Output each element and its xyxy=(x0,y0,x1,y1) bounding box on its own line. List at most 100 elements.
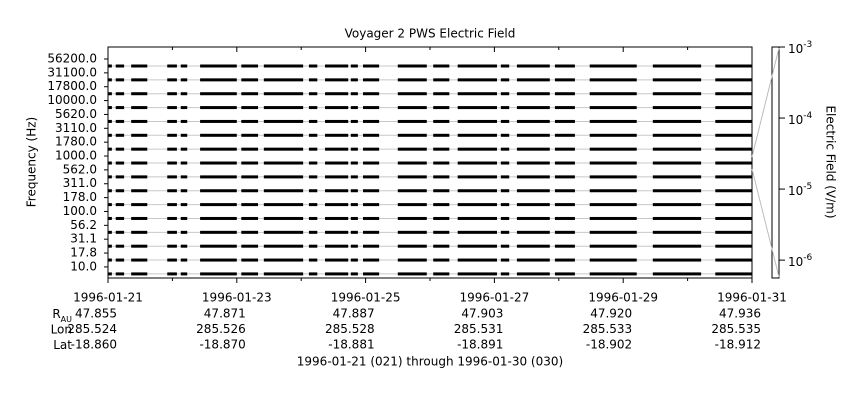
channel-trace xyxy=(325,119,349,123)
channel-trace xyxy=(350,64,358,68)
channel-trace xyxy=(180,147,188,151)
channel-trace xyxy=(457,203,497,207)
ephemeris-value: -18.902 xyxy=(586,338,632,352)
ephemeris-value: -18.912 xyxy=(715,338,761,352)
ephemeris-value: 47.855 xyxy=(75,307,117,321)
channel-trace xyxy=(115,161,125,165)
channel-trace xyxy=(167,230,177,234)
channel-trace xyxy=(652,161,702,165)
channel-trace xyxy=(115,216,125,220)
channel-trace xyxy=(589,244,637,248)
channel-trace xyxy=(554,175,575,179)
channel-trace xyxy=(131,258,148,262)
y-tick-label: 5620.0 xyxy=(55,107,97,121)
channel-trace xyxy=(308,147,318,151)
channel-trace xyxy=(457,230,497,234)
channel-trace xyxy=(200,258,237,262)
y-axis-label: Frequency (Hz) xyxy=(25,117,39,208)
channel-trace xyxy=(715,258,752,262)
channel-trace xyxy=(397,175,427,179)
channel-trace xyxy=(131,189,148,193)
channel-trace xyxy=(108,147,112,151)
channel-trace xyxy=(108,78,112,82)
channel-trace xyxy=(433,64,450,68)
channel-trace xyxy=(500,106,510,110)
channel-trace xyxy=(115,244,125,248)
ephemeris-value: -18.881 xyxy=(328,338,374,352)
channel-trace xyxy=(397,258,427,262)
channel-trace xyxy=(131,216,148,220)
channel-trace xyxy=(500,147,510,151)
channel-trace xyxy=(350,230,358,234)
channel-trace xyxy=(325,258,349,262)
channel-trace xyxy=(325,64,349,68)
channel-trace xyxy=(433,230,450,234)
channel-trace xyxy=(715,64,752,68)
channel-trace xyxy=(115,92,125,96)
channel-trace xyxy=(652,78,702,82)
channel-trace xyxy=(363,258,380,262)
channel-trace xyxy=(554,258,575,262)
channel-trace xyxy=(241,133,259,137)
channel-trace xyxy=(457,147,497,151)
ephemeris-label: Lon xyxy=(51,322,72,336)
channel-trace xyxy=(308,64,318,68)
channel-trace xyxy=(457,189,497,193)
channel-trace xyxy=(516,106,550,110)
channel-trace xyxy=(516,258,550,262)
channel-trace xyxy=(241,78,259,82)
channel-trace xyxy=(200,189,237,193)
channel-trace xyxy=(500,175,510,179)
y2-tick-exponent: -5 xyxy=(803,182,812,192)
channel-trace xyxy=(652,258,702,262)
channel-trace xyxy=(308,272,318,276)
channel-trace xyxy=(180,92,188,96)
channel-trace xyxy=(115,230,125,234)
channel-trace xyxy=(652,147,702,151)
channel-trace xyxy=(516,203,550,207)
y-tick-label: 56.2 xyxy=(70,218,97,232)
channel-trace xyxy=(500,78,510,82)
channel-trace xyxy=(167,147,177,151)
ephemeris-value: 47.887 xyxy=(333,307,375,321)
channel-trace xyxy=(589,106,637,110)
channel-trace xyxy=(500,230,510,234)
colorbar-bracket xyxy=(751,47,780,158)
channel-trace xyxy=(350,78,358,82)
channel-trace xyxy=(516,189,550,193)
x-tick-label: 1996-01-21 xyxy=(73,291,143,305)
channel-trace xyxy=(433,175,450,179)
channel-trace xyxy=(131,244,148,248)
channel-trace xyxy=(715,92,752,96)
channel-trace xyxy=(652,216,702,220)
channel-trace xyxy=(363,78,380,82)
channel-trace xyxy=(589,119,637,123)
channel-trace xyxy=(652,244,702,248)
channel-trace xyxy=(350,133,358,137)
channel-trace xyxy=(589,78,637,82)
channel-trace xyxy=(554,78,575,82)
channel-trace xyxy=(180,244,188,248)
channel-trace xyxy=(263,92,304,96)
channel-trace xyxy=(200,175,237,179)
channel-trace xyxy=(516,161,550,165)
channel-trace xyxy=(200,203,237,207)
channel-trace xyxy=(554,244,575,248)
channel-trace xyxy=(589,92,637,96)
channel-trace xyxy=(200,119,237,123)
channel-trace xyxy=(263,203,304,207)
channel-trace xyxy=(308,203,318,207)
channel-trace xyxy=(652,230,702,234)
channel-trace xyxy=(516,272,550,276)
channel-trace xyxy=(167,92,177,96)
channel-trace xyxy=(554,133,575,137)
channel-trace xyxy=(180,119,188,123)
y-tick-label: 100.0 xyxy=(63,204,97,218)
channel-trace xyxy=(241,244,259,248)
channel-trace xyxy=(516,133,550,137)
channel-trace xyxy=(241,147,259,151)
channel-trace xyxy=(200,272,237,276)
channel-trace xyxy=(263,272,304,276)
channel-trace xyxy=(325,189,349,193)
